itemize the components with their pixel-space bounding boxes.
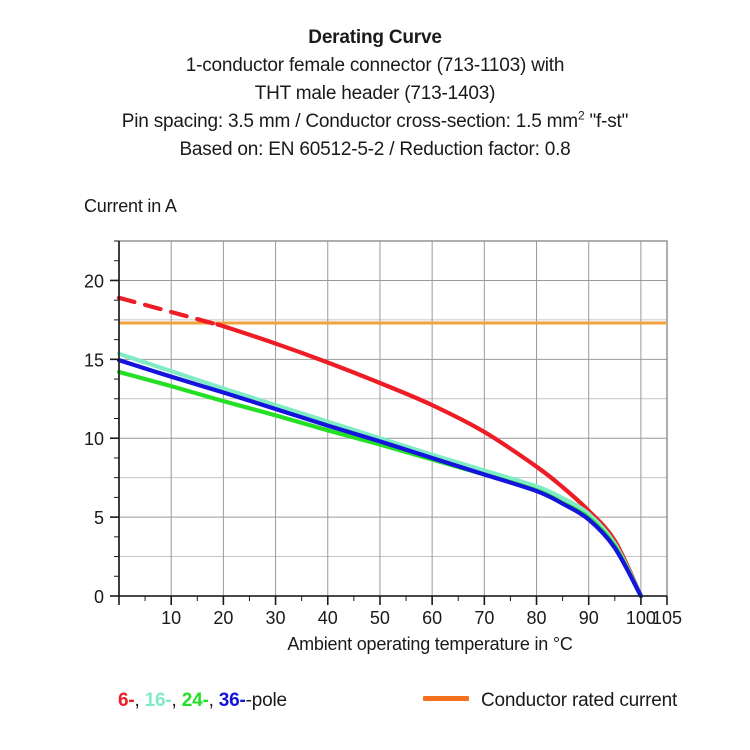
legend-pole-6: 6- [118, 690, 135, 711]
series-group [116, 295, 643, 599]
x-tick-label: 80 [527, 608, 547, 628]
series-line-36-pole [116, 358, 643, 599]
legend-rated-current: Conductor rated current [423, 690, 677, 712]
y-tick-label: 20 [84, 271, 104, 291]
series-line-6-pole [215, 322, 643, 599]
legend-separator: , [134, 690, 145, 711]
x-tick-label: 20 [213, 608, 233, 628]
legend-separator: , [208, 690, 219, 711]
chart-legend: 6-, 16-, 24-, 36--pole Conductor rated c… [118, 690, 738, 724]
grid-group [119, 241, 667, 596]
x-tick-label: 60 [422, 608, 442, 628]
tick-group [110, 240, 668, 605]
legend-pole-suffix: -pole [245, 690, 287, 711]
x-tick-label: 100 [626, 608, 656, 628]
series-line-6-pole-dashed [116, 295, 221, 327]
x-tick-label: 10 [161, 608, 181, 628]
legend-pole-16: 16- [144, 690, 172, 711]
legend-pole-24: 24- [181, 690, 209, 711]
legend-pole-group: 6-, 16-, 24-, 36--pole [118, 690, 287, 712]
y-tick-label: 0 [94, 587, 104, 607]
title-superscript: 2 [577, 108, 585, 123]
chart-title-block: Derating Curve 1-conductor female connec… [0, 24, 750, 164]
x-tick-label: 50 [370, 608, 390, 628]
legend-rated-label: Conductor rated current [481, 690, 678, 711]
title-subline-4-post: "f-st" [584, 111, 629, 132]
plot-frame [118, 240, 668, 597]
x-axis-label: Ambient operating temperature in °C [287, 634, 573, 654]
page-title: Derating Curve [308, 27, 442, 48]
title-subline-5: Based on: EN 60512-5-2 / Reduction facto… [179, 139, 571, 160]
x-tick-label: 90 [579, 608, 599, 628]
legend-pole-36: 36- [218, 690, 246, 711]
plot-border-group [118, 240, 668, 597]
y-tick-label: 5 [94, 508, 104, 528]
title-subline-3: THT male header (713-1403) [254, 83, 496, 104]
y-tick-label: 10 [84, 429, 104, 449]
y-tick-label: 15 [84, 350, 104, 370]
axes-group [118, 241, 667, 597]
y-axis-label: Current in A [84, 196, 177, 216]
title-subline-4: Pin spacing: 3.5 mm / Conductor cross-se… [0, 108, 750, 136]
title-subline-4-pre: Pin spacing: 3.5 mm / Conductor cross-se… [121, 111, 578, 132]
series-line-16-pole [116, 351, 643, 599]
x-tick-label: 40 [318, 608, 338, 628]
x-tick-label: 105 [652, 608, 682, 628]
title-subline-2: 1-conductor female connector (713-1103) … [185, 55, 565, 76]
legend-separator: , [171, 690, 182, 711]
legend-line-swatch-icon [423, 696, 469, 702]
x-tick-label: 70 [474, 608, 494, 628]
x-tick-label: 30 [266, 608, 286, 628]
